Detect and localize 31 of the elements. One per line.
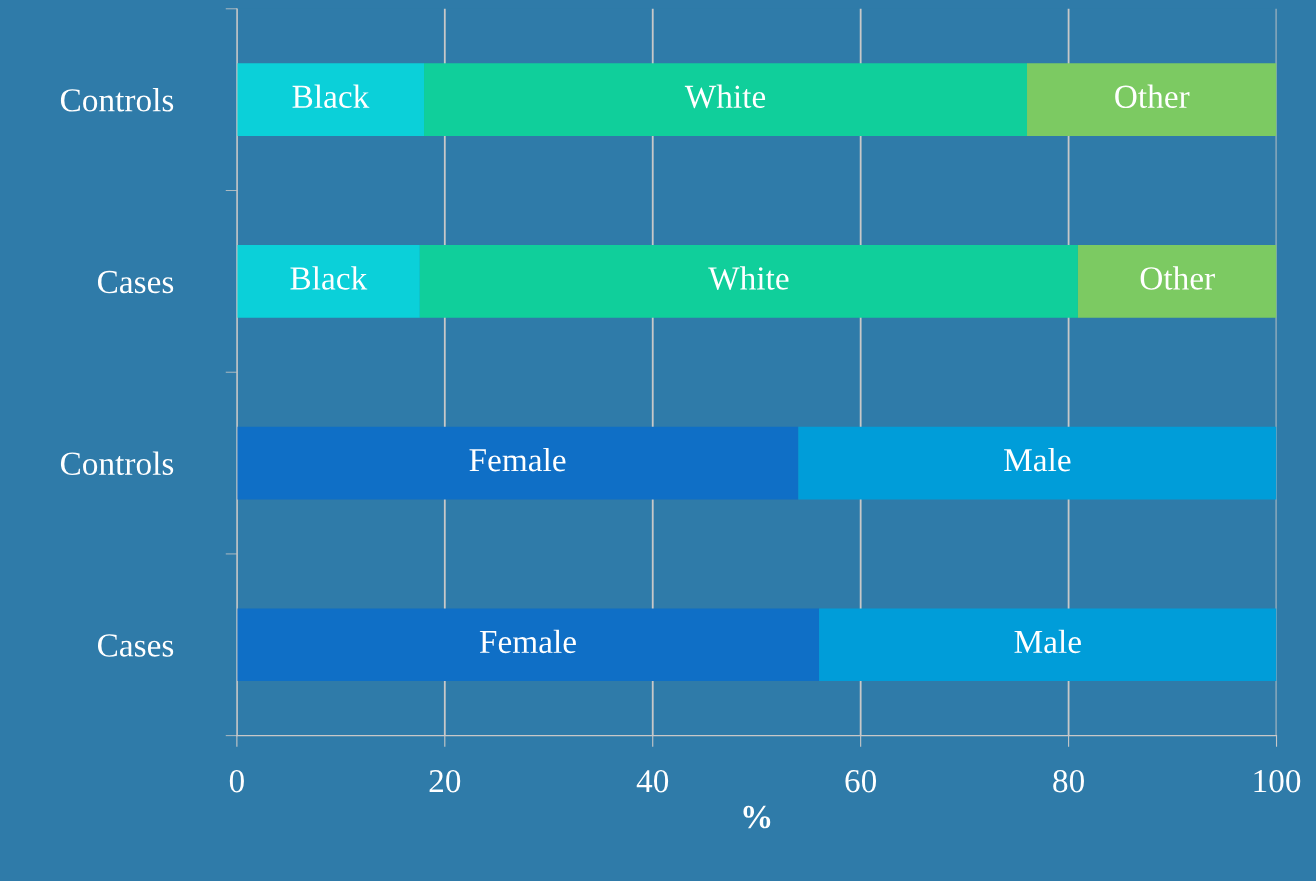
text: Male	[1004, 447, 1071, 472]
series-label: Other	[1140, 266, 1215, 290]
bar	[236, 245, 420, 318]
y-tick-label: Cases	[97, 634, 174, 657]
series-label: White	[708, 266, 789, 290]
text: Black	[292, 84, 370, 109]
bar	[1027, 63, 1277, 136]
y-tick-label: Cases	[97, 270, 174, 294]
bar	[236, 608, 820, 682]
series-label: Male	[1014, 629, 1081, 654]
bar	[236, 63, 425, 136]
bar	[424, 63, 1028, 136]
x-tick-label: 60	[845, 769, 877, 793]
series-label: Black	[290, 266, 368, 290]
x-tick-label: 100	[1254, 769, 1301, 793]
text: Female	[469, 447, 566, 472]
x-tick-label: 0	[229, 769, 244, 793]
x-tick-label: 40	[636, 769, 669, 793]
series-label: Female	[479, 629, 576, 654]
bar	[819, 608, 1277, 682]
text: Other	[1115, 84, 1190, 109]
x-tick-label: 20	[429, 769, 461, 793]
bar	[236, 426, 799, 500]
text: White	[684, 84, 766, 109]
x-tick-label: 80	[1053, 769, 1084, 793]
bar	[798, 426, 1277, 500]
y-tick-label: Controls	[60, 451, 174, 475]
x-axis-title: %	[743, 805, 771, 829]
y-tick-label: Controls	[60, 88, 174, 112]
bar	[419, 245, 1078, 318]
bar	[1077, 245, 1277, 318]
